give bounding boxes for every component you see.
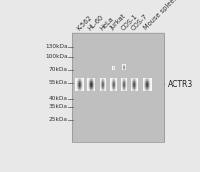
Text: 40kDa: 40kDa xyxy=(49,96,68,101)
Text: 100kDa: 100kDa xyxy=(45,54,68,59)
Text: 55kDa: 55kDa xyxy=(49,80,68,85)
Text: HL-60: HL-60 xyxy=(87,13,105,31)
Text: COS-7: COS-7 xyxy=(130,12,149,31)
Text: 35kDa: 35kDa xyxy=(49,104,68,109)
Text: COS-1: COS-1 xyxy=(120,13,139,31)
Text: HeLa: HeLa xyxy=(99,15,115,31)
Text: K-562: K-562 xyxy=(75,14,93,31)
Text: 130kDa: 130kDa xyxy=(45,44,68,49)
Text: Jurkat: Jurkat xyxy=(109,13,127,31)
Text: 70kDa: 70kDa xyxy=(49,67,68,72)
Text: 25kDa: 25kDa xyxy=(49,117,68,122)
FancyBboxPatch shape xyxy=(72,33,164,142)
Text: ACTR3: ACTR3 xyxy=(164,80,193,89)
Text: Mouse spleen: Mouse spleen xyxy=(143,0,179,31)
